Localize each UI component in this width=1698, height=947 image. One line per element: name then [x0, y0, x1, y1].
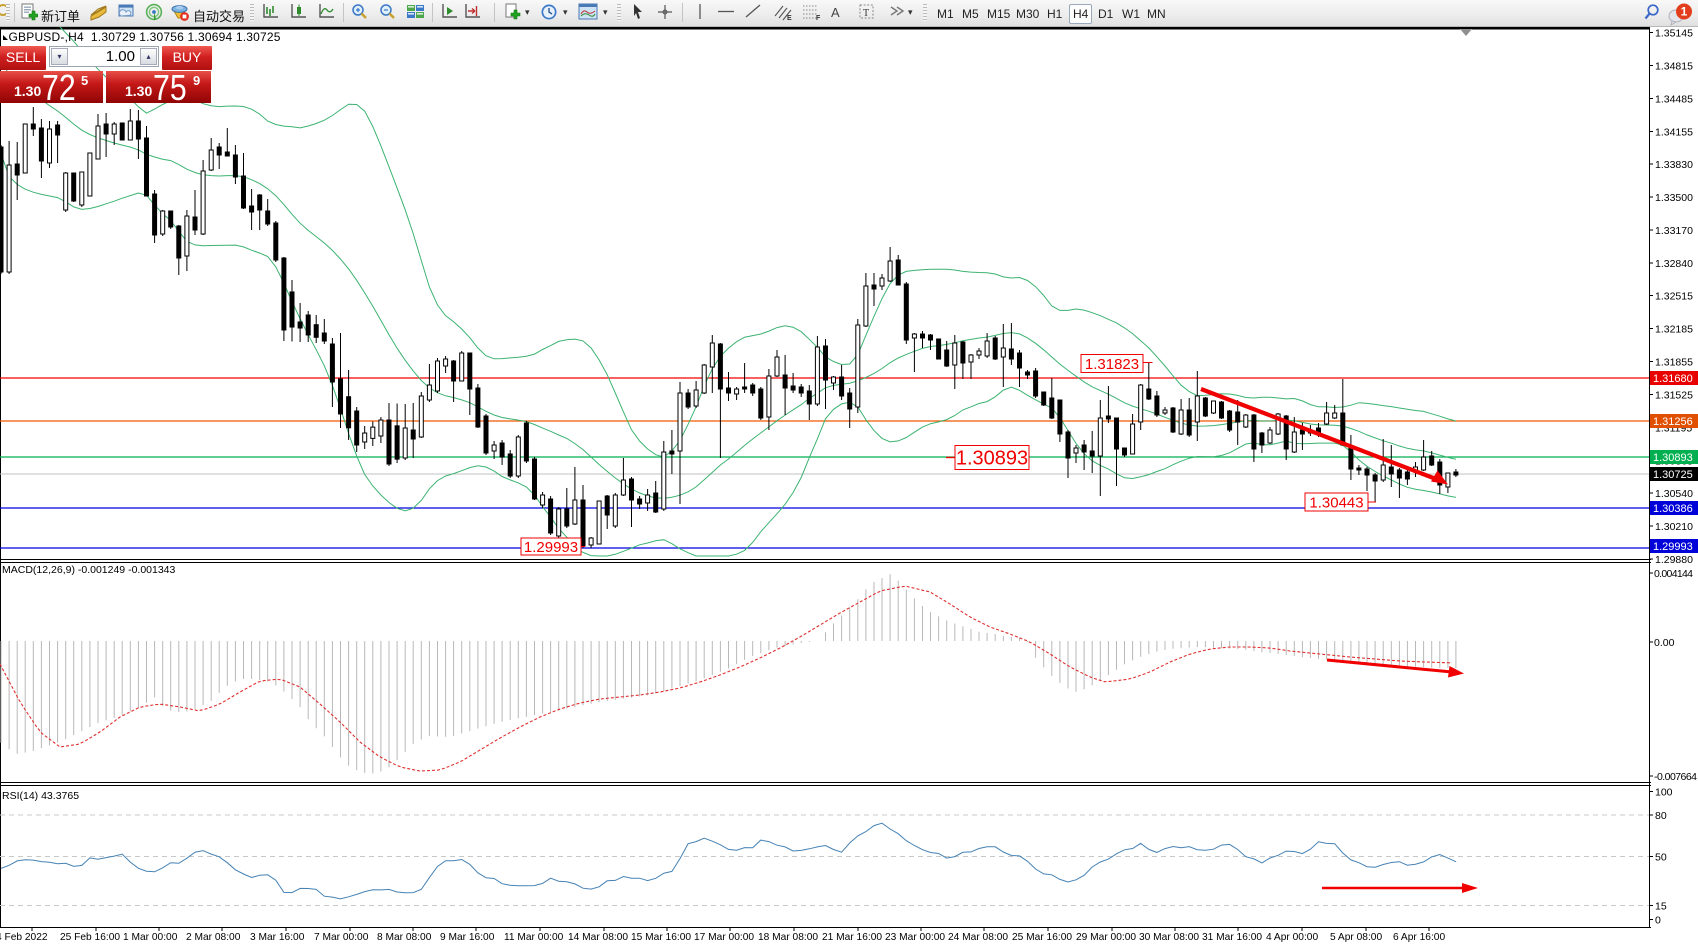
- svg-text:1.29993: 1.29993: [524, 539, 578, 556]
- svg-text:50: 50: [1655, 852, 1667, 864]
- svg-text:E: E: [787, 15, 792, 21]
- svg-text:15: 15: [1655, 901, 1667, 913]
- svg-text:25 Feb 16:00: 25 Feb 16:00: [60, 932, 120, 943]
- svg-text:24 Mar 08:00: 24 Mar 08:00: [948, 932, 1008, 943]
- svg-text:1.32185: 1.32185: [1655, 324, 1693, 336]
- svg-text:1.34155: 1.34155: [1655, 127, 1693, 139]
- svg-text:-0.007664: -0.007664: [1654, 771, 1697, 783]
- svg-text:3 Mar 16:00: 3 Mar 16:00: [250, 932, 305, 943]
- svg-text:31 Mar 16:00: 31 Mar 16:00: [1202, 932, 1262, 943]
- svg-text:0.00: 0.00: [1654, 637, 1675, 649]
- svg-text:GBPUSD-,H4 1.30729 1.30756 1.: GBPUSD-,H4 1.30729 1.30756 1.30694 1.307…: [9, 30, 281, 44]
- svg-text:1.33500: 1.33500: [1655, 192, 1693, 204]
- svg-text:1.30386: 1.30386: [1653, 503, 1693, 515]
- svg-text:1.29880: 1.29880: [1655, 554, 1693, 566]
- svg-text:1.30210: 1.30210: [1655, 521, 1693, 533]
- svg-text:8 Mar 08:00: 8 Mar 08:00: [377, 932, 432, 943]
- svg-text:1.32840: 1.32840: [1655, 258, 1693, 270]
- svg-text:29 Mar 00:00: 29 Mar 00:00: [1076, 932, 1136, 943]
- svg-text:1.35145: 1.35145: [1655, 28, 1693, 40]
- svg-text:1.33170: 1.33170: [1655, 225, 1693, 237]
- svg-text:1.31855: 1.31855: [1655, 357, 1693, 369]
- svg-text:RSI(14) 43.3765: RSI(14) 43.3765: [2, 790, 79, 802]
- svg-text:17 Mar 00:00: 17 Mar 00:00: [694, 932, 754, 943]
- svg-text:1.31525: 1.31525: [1655, 390, 1693, 402]
- svg-text:100: 100: [1655, 787, 1673, 799]
- svg-text:1.30893: 1.30893: [1653, 452, 1693, 464]
- svg-text:14 Mar 08:00: 14 Mar 08:00: [568, 932, 628, 943]
- svg-text:1.34485: 1.34485: [1655, 94, 1693, 106]
- svg-text:F: F: [816, 15, 821, 21]
- svg-text:MACD(12,26,9) -0.001249 -0.001: MACD(12,26,9) -0.001249 -0.001343: [2, 564, 176, 576]
- svg-text:1.30540: 1.30540: [1655, 488, 1693, 500]
- svg-text:21 Mar 16:00: 21 Mar 16:00: [822, 932, 882, 943]
- svg-text:1.30725: 1.30725: [1653, 469, 1693, 481]
- svg-text:0.004144: 0.004144: [1654, 568, 1693, 580]
- svg-text:1.29993: 1.29993: [1653, 541, 1693, 553]
- svg-text:30 Mar 08:00: 30 Mar 08:00: [1139, 932, 1199, 943]
- svg-text:2 Mar 08:00: 2 Mar 08:00: [186, 932, 241, 943]
- svg-text:1 Mar 00:00: 1 Mar 00:00: [123, 932, 178, 943]
- svg-text:1.30893: 1.30893: [956, 448, 1028, 470]
- svg-text:1.31680: 1.31680: [1653, 373, 1693, 385]
- svg-text:4 Feb 2022: 4 Feb 2022: [0, 932, 48, 943]
- svg-text:1: 1: [1681, 5, 1688, 19]
- svg-text:7 Mar 00:00: 7 Mar 00:00: [314, 932, 369, 943]
- svg-text:1.34815: 1.34815: [1655, 61, 1693, 73]
- svg-text:4 Apr 00:00: 4 Apr 00:00: [1266, 932, 1318, 943]
- svg-text:5 Apr 08:00: 5 Apr 08:00: [1330, 932, 1382, 943]
- svg-text:80: 80: [1655, 810, 1667, 822]
- svg-text:15 Mar 16:00: 15 Mar 16:00: [631, 932, 691, 943]
- svg-text:18 Mar 08:00: 18 Mar 08:00: [758, 932, 818, 943]
- svg-text:1.32515: 1.32515: [1655, 291, 1693, 303]
- svg-text:6 Apr 16:00: 6 Apr 16:00: [1393, 932, 1445, 943]
- svg-text:1.30443: 1.30443: [1309, 494, 1363, 511]
- svg-text:1.31256: 1.31256: [1653, 416, 1693, 428]
- svg-text:1.33830: 1.33830: [1655, 159, 1693, 171]
- svg-text:0: 0: [1655, 915, 1661, 927]
- svg-text:11 Mar 00:00: 11 Mar 00:00: [504, 932, 564, 943]
- svg-text:1.31823: 1.31823: [1085, 356, 1139, 373]
- svg-text:9 Mar 16:00: 9 Mar 16:00: [440, 932, 495, 943]
- svg-text:23 Mar 00:00: 23 Mar 00:00: [885, 932, 945, 943]
- svg-text:T: T: [863, 8, 869, 19]
- svg-text:25 Mar 16:00: 25 Mar 16:00: [1012, 932, 1072, 943]
